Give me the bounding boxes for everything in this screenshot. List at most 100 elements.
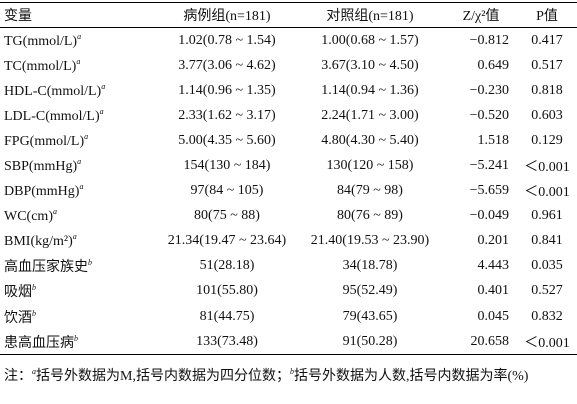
header-row: 变量 病例组(n=181) 对照组(n=181) Z/χ²值 P值 <box>0 2 577 28</box>
variable-cell: FPG(mmol/L)a <box>0 128 159 153</box>
variable-cell: 高血压家族史b <box>0 254 159 279</box>
table-row: TC(mmol/L)a 3.77(3.06 ~ 4.62) 3.67(3.10 ~ … <box>0 53 577 78</box>
note-mark: a <box>72 232 77 242</box>
table-row: 吸烟b 101(55.80) 95(52.49) 0.401 0.527 <box>0 279 577 304</box>
table-row: DBP(mmHg)a 97(84 ~ 105) 84(79 ~ 98) −5.659 ＜… <box>0 179 577 204</box>
value-cell: 5.00(4.35 ~ 5.60) <box>178 132 276 148</box>
note-mark: a <box>84 131 89 141</box>
variable-cell: DBP(mmHg)a <box>0 179 159 204</box>
table-row: HDL-C(mmol/L)a 1.14(0.96 ~ 1.35) 1.14(0.94… <box>0 78 577 103</box>
table-row: WC(cm)a 80(75 ~ 88) 80(76 ~ 89) −0.049 0.961 <box>0 204 577 229</box>
value-cell: −0.230 <box>469 82 509 98</box>
header-cell: 对照组(n=181) <box>326 9 414 24</box>
value-cell: −0.049 <box>469 208 509 224</box>
note-mark: b <box>289 367 294 376</box>
variable-name: TC(mmol/L) <box>4 58 77 74</box>
value-cell: 1.14(0.96 ~ 1.35) <box>178 82 276 98</box>
value-cell: −5.241 <box>469 158 509 174</box>
value-cell: 0.417 <box>531 32 563 48</box>
value-cell: 1.518 <box>477 132 510 148</box>
value-cell: 0.961 <box>531 208 563 224</box>
variable-name: LDL-C(mmol/L) <box>4 108 100 124</box>
value-cell: 3.77(3.06 ~ 4.62) <box>178 57 276 73</box>
value-cell: 0.649 <box>477 57 510 73</box>
value-cell: 20.658 <box>470 333 510 349</box>
value-cell: 0.832 <box>531 308 563 324</box>
value-cell: 154(130 ~ 184) <box>183 158 271 174</box>
table-row: 患高血压病b 133(73.48) 91(50.28) 20.658 ＜0.001 <box>0 329 577 355</box>
value-cell: 2.24(1.71 ~ 3.00) <box>321 107 419 123</box>
note-mark: b <box>32 283 36 293</box>
data-table: 变量 病例组(n=181) 对照组(n=181) Z/χ²值 P值 TG(mmol/L)… <box>0 2 577 355</box>
variable-cell: LDL-C(mmol/L)a <box>0 103 159 128</box>
note-mark: a <box>79 182 84 192</box>
variable-name: 患高血压病 <box>4 335 74 351</box>
note-mark: a <box>76 56 81 66</box>
value-cell: 80(75 ~ 88) <box>194 208 260 224</box>
variable-name: 高血压家族史 <box>4 260 88 276</box>
value-cell: 0.818 <box>531 82 563 98</box>
value-cell: 0.035 <box>531 258 563 274</box>
variable-name: DBP(mmHg) <box>4 184 80 200</box>
value-cell: 133(73.48) <box>196 333 258 349</box>
variable-name: TG(mmol/L) <box>4 33 78 49</box>
variable-cell: WC(cm)a <box>0 204 159 229</box>
value-cell: 84(79 ~ 98) <box>337 183 403 199</box>
footnote-prefix: 注： <box>4 369 32 384</box>
header-cell: Z/χ²值 <box>462 9 500 24</box>
header-cell: P值 <box>536 9 558 24</box>
value-cell: −0.812 <box>469 32 509 48</box>
value-cell: 0.841 <box>531 233 563 249</box>
note-mark: a <box>99 106 104 116</box>
variable-name: 吸烟 <box>4 285 32 301</box>
value-cell: 21.40(19.53 ~ 23.90) <box>310 233 430 249</box>
note-mark: b <box>32 308 36 318</box>
value-cell: 51(28.18) <box>199 258 255 274</box>
value-cell: 95(52.49) <box>342 283 398 299</box>
variable-cell: 患高血压病b <box>0 329 159 355</box>
value-cell: 4.80(4.30 ~ 5.40) <box>321 132 419 148</box>
table-row: FPG(mmol/L)a 5.00(4.35 ~ 5.60) 4.80(4.30 ~… <box>0 128 577 153</box>
value-cell: 0.129 <box>531 132 563 148</box>
variable-cell: HDL-C(mmol/L)a <box>0 78 159 103</box>
value-cell: 0.517 <box>531 57 563 73</box>
value-cell: 79(43.65) <box>342 308 398 324</box>
value-cell: 0.603 <box>531 107 563 123</box>
value-cell: 0.527 <box>531 283 563 299</box>
value-cell: 0.401 <box>477 283 510 299</box>
note-mark: a <box>52 207 57 217</box>
variable-cell: 吸烟b <box>0 279 159 304</box>
value-cell: ＜0.001 <box>524 160 570 176</box>
value-cell: 80(76 ~ 89) <box>337 208 403 224</box>
note-mark: a <box>101 81 106 91</box>
value-cell: 130(120 ~ 158) <box>326 158 414 174</box>
variable-cell: BMI(kg/m²)a <box>0 229 159 254</box>
table-row: LDL-C(mmol/L)a 2.33(1.62 ~ 3.17) 2.24(1.71… <box>0 103 577 128</box>
value-cell: 2.33(1.62 ~ 3.17) <box>178 107 276 123</box>
note-mark: b <box>74 333 78 343</box>
table-row: 高血压家族史b 51(28.18) 34(18.78) 4.443 0.035 <box>0 254 577 279</box>
value-cell: 0.201 <box>477 233 510 249</box>
variable-name: 饮酒 <box>4 310 32 326</box>
note-mark: a <box>77 157 82 167</box>
value-cell: 1.00(0.68 ~ 1.57) <box>321 32 419 48</box>
table-row: 饮酒b 81(44.75) 79(43.65) 0.045 0.832 <box>0 304 577 329</box>
variable-cell: 饮酒b <box>0 304 159 329</box>
note-mark: a <box>77 31 82 41</box>
variable-name: FPG(mmol/L) <box>4 133 85 149</box>
value-cell: 97(84 ~ 105) <box>190 183 264 199</box>
variable-name: SBP(mmHg) <box>4 159 78 175</box>
value-cell: −0.520 <box>469 107 509 123</box>
value-cell: ＜0.001 <box>524 185 570 201</box>
variable-cell: TG(mmol/L)a <box>0 28 159 54</box>
value-cell: 1.14(0.94 ~ 1.36) <box>321 82 419 98</box>
note-mark: b <box>88 258 92 268</box>
variable-name: BMI(kg/m²) <box>4 234 73 250</box>
value-cell: 81(44.75) <box>199 308 255 324</box>
note-text: 括号外数据为人数,括号内数据为率(%) <box>293 369 529 384</box>
value-cell: 4.443 <box>477 258 510 274</box>
variable-name: HDL-C(mmol/L) <box>4 83 102 99</box>
footnote: 注：a括号外数据为M,括号内数据为四分位数；b括号外数据为人数,括号内数据为率(… <box>4 361 574 387</box>
value-cell: 1.02(0.78 ~ 1.54) <box>178 32 276 48</box>
